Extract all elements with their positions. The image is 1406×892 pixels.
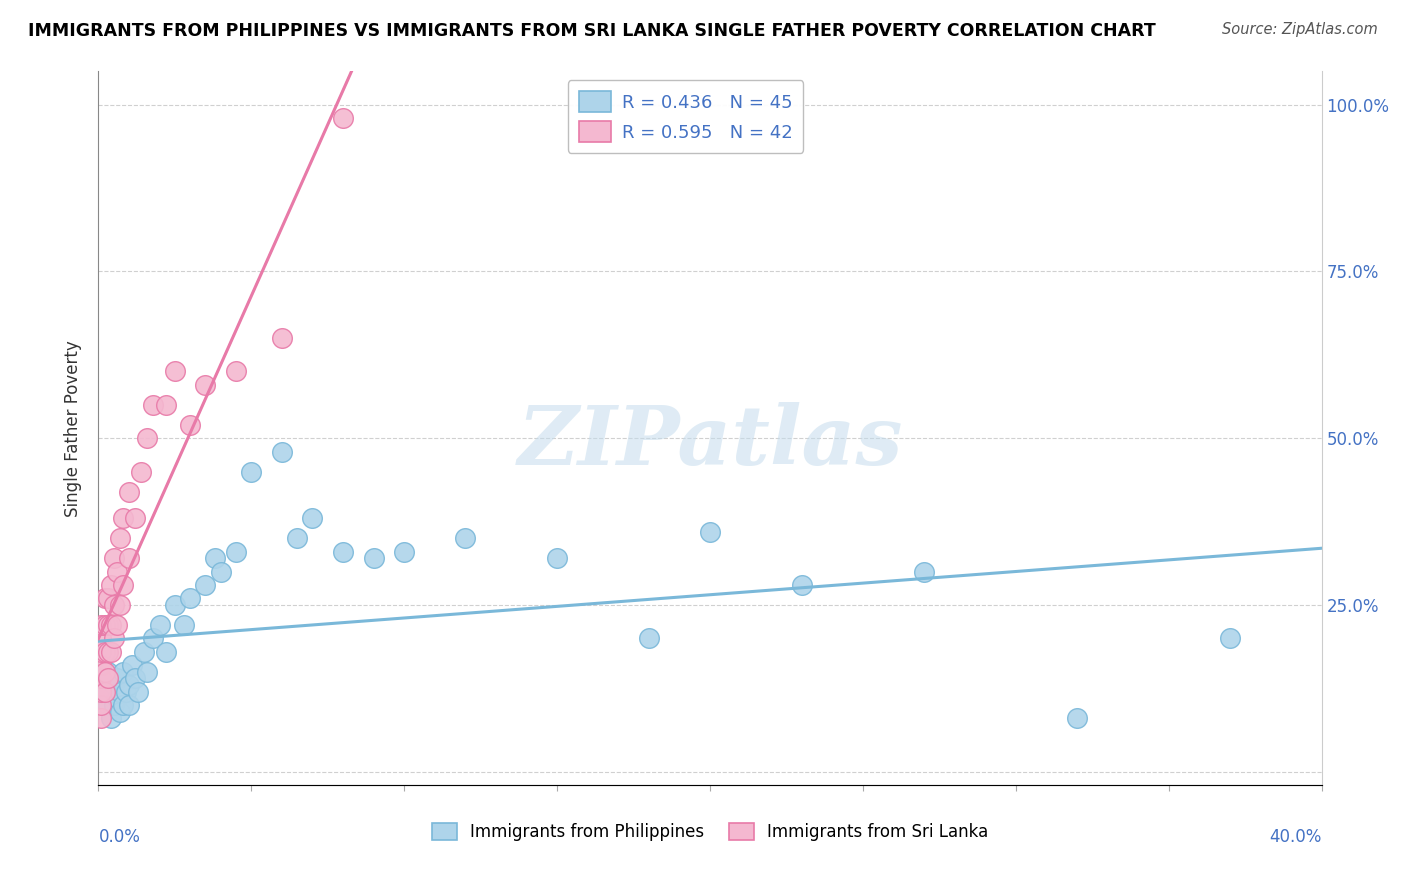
Point (93, 665, 115, 679)
Point (93, 591, 115, 606)
Point (134, 644, 156, 658)
Point (105, 565, 128, 579)
Point (332, 544, 354, 558)
Point (108, 684, 131, 698)
Point (97, 644, 120, 658)
Point (363, 551, 385, 566)
Point (105, 691, 128, 706)
Point (105, 618, 128, 632)
Point (97, 591, 120, 606)
Point (790, 578, 813, 592)
Text: Source: ZipAtlas.com: Source: ZipAtlas.com (1222, 22, 1378, 37)
Point (225, 544, 247, 558)
Point (90, 711, 112, 725)
Point (111, 665, 134, 679)
Point (108, 705, 131, 719)
Point (90, 618, 112, 632)
Point (93, 618, 115, 632)
Point (97, 671, 120, 685)
Point (209, 565, 232, 579)
Point (103, 678, 125, 692)
Point (149, 618, 172, 632)
Point (1219, 632, 1241, 646)
Point (90, 644, 112, 658)
Point (637, 632, 661, 646)
Text: IMMIGRANTS FROM PHILIPPINES VS IMMIGRANTS FROM SRI LANKA SINGLE FATHER POVERTY C: IMMIGRANTS FROM PHILIPPINES VS IMMIGRANT… (28, 22, 1156, 40)
Point (111, 511, 134, 525)
Point (163, 364, 186, 378)
Point (194, 377, 217, 392)
Point (163, 598, 186, 612)
Point (240, 465, 263, 479)
Point (111, 578, 134, 592)
Point (108, 598, 131, 612)
Point (103, 632, 125, 646)
Point (179, 591, 201, 606)
Point (118, 484, 141, 499)
Point (270, 444, 292, 458)
Point (93, 684, 115, 698)
Point (97, 665, 120, 679)
Point (124, 671, 146, 685)
Point (332, 111, 354, 125)
Text: ZIPatlas: ZIPatlas (517, 402, 903, 483)
Point (124, 511, 146, 525)
Point (90, 632, 112, 646)
Point (100, 711, 122, 725)
Point (301, 511, 323, 525)
Point (392, 544, 416, 558)
Point (93, 644, 115, 658)
Point (204, 551, 226, 566)
Point (136, 665, 159, 679)
Point (699, 524, 721, 539)
Point (912, 565, 935, 579)
Point (129, 465, 152, 479)
Point (136, 431, 159, 445)
Point (1066, 711, 1088, 725)
Y-axis label: Single Father Poverty: Single Father Poverty (65, 340, 83, 516)
Point (285, 531, 308, 545)
Point (97, 698, 120, 712)
Point (105, 671, 128, 685)
Text: 0.0%: 0.0% (98, 828, 141, 846)
Point (90, 657, 112, 672)
Point (194, 578, 217, 592)
Point (121, 657, 143, 672)
Point (270, 331, 292, 345)
Point (115, 684, 138, 698)
Point (90, 671, 112, 685)
Point (118, 551, 141, 566)
Point (118, 678, 141, 692)
Point (118, 698, 141, 712)
Point (225, 364, 247, 378)
Legend: Immigrants from Philippines, Immigrants from Sri Lanka: Immigrants from Philippines, Immigrants … (425, 816, 995, 848)
Point (142, 398, 165, 412)
Point (155, 398, 177, 412)
Point (100, 618, 122, 632)
Point (546, 551, 568, 566)
Point (179, 417, 201, 432)
Point (100, 644, 122, 658)
Point (173, 618, 195, 632)
Point (90, 684, 112, 698)
Point (111, 698, 134, 712)
Point (93, 684, 115, 698)
Point (103, 598, 125, 612)
Point (90, 698, 112, 712)
Point (127, 684, 149, 698)
Point (155, 644, 177, 658)
Point (103, 698, 125, 712)
Point (103, 551, 125, 566)
Point (454, 531, 477, 545)
Point (142, 632, 165, 646)
Point (108, 531, 131, 545)
Point (97, 618, 120, 632)
Point (100, 578, 122, 592)
Text: 40.0%: 40.0% (1270, 828, 1322, 846)
